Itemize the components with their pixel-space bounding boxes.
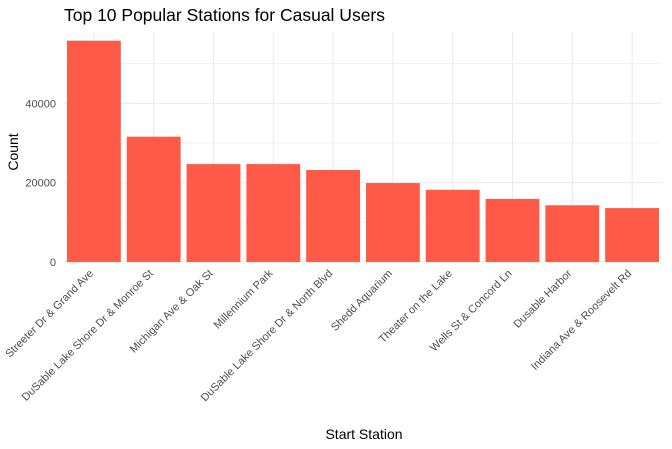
x-tick-label: DuSable Lake Shore Dr & Monroe St	[20, 268, 156, 404]
y-axis-ticks: 0 20000 40000	[25, 98, 56, 269]
y-tick-label: 0	[50, 257, 56, 269]
y-axis-title: Count	[5, 133, 21, 170]
x-tick-label: Millennium Park	[212, 267, 276, 331]
bar	[545, 205, 600, 262]
bars	[66, 40, 660, 262]
bar	[246, 164, 301, 262]
bar	[66, 40, 121, 262]
bar	[186, 164, 241, 262]
bar	[485, 198, 540, 262]
bar	[425, 189, 480, 262]
x-tick-label: Shedd Aquarium	[329, 268, 395, 334]
bar	[365, 183, 420, 262]
bar	[306, 170, 361, 262]
y-tick-label: 20000	[25, 178, 56, 190]
chart-title: Top 10 Popular Stations for Casual Users	[64, 5, 385, 25]
x-axis-title: Start Station	[325, 426, 402, 442]
bar	[126, 136, 181, 262]
x-tick-label: DuSable Lake Shore Dr & North Blvd	[199, 268, 335, 404]
x-tick-label: Indiana Ave & Roosevelt Rd	[529, 268, 634, 373]
bar	[605, 208, 660, 262]
y-tick-label: 40000	[25, 98, 56, 110]
x-tick-label: Dusable Harbor	[511, 267, 574, 330]
